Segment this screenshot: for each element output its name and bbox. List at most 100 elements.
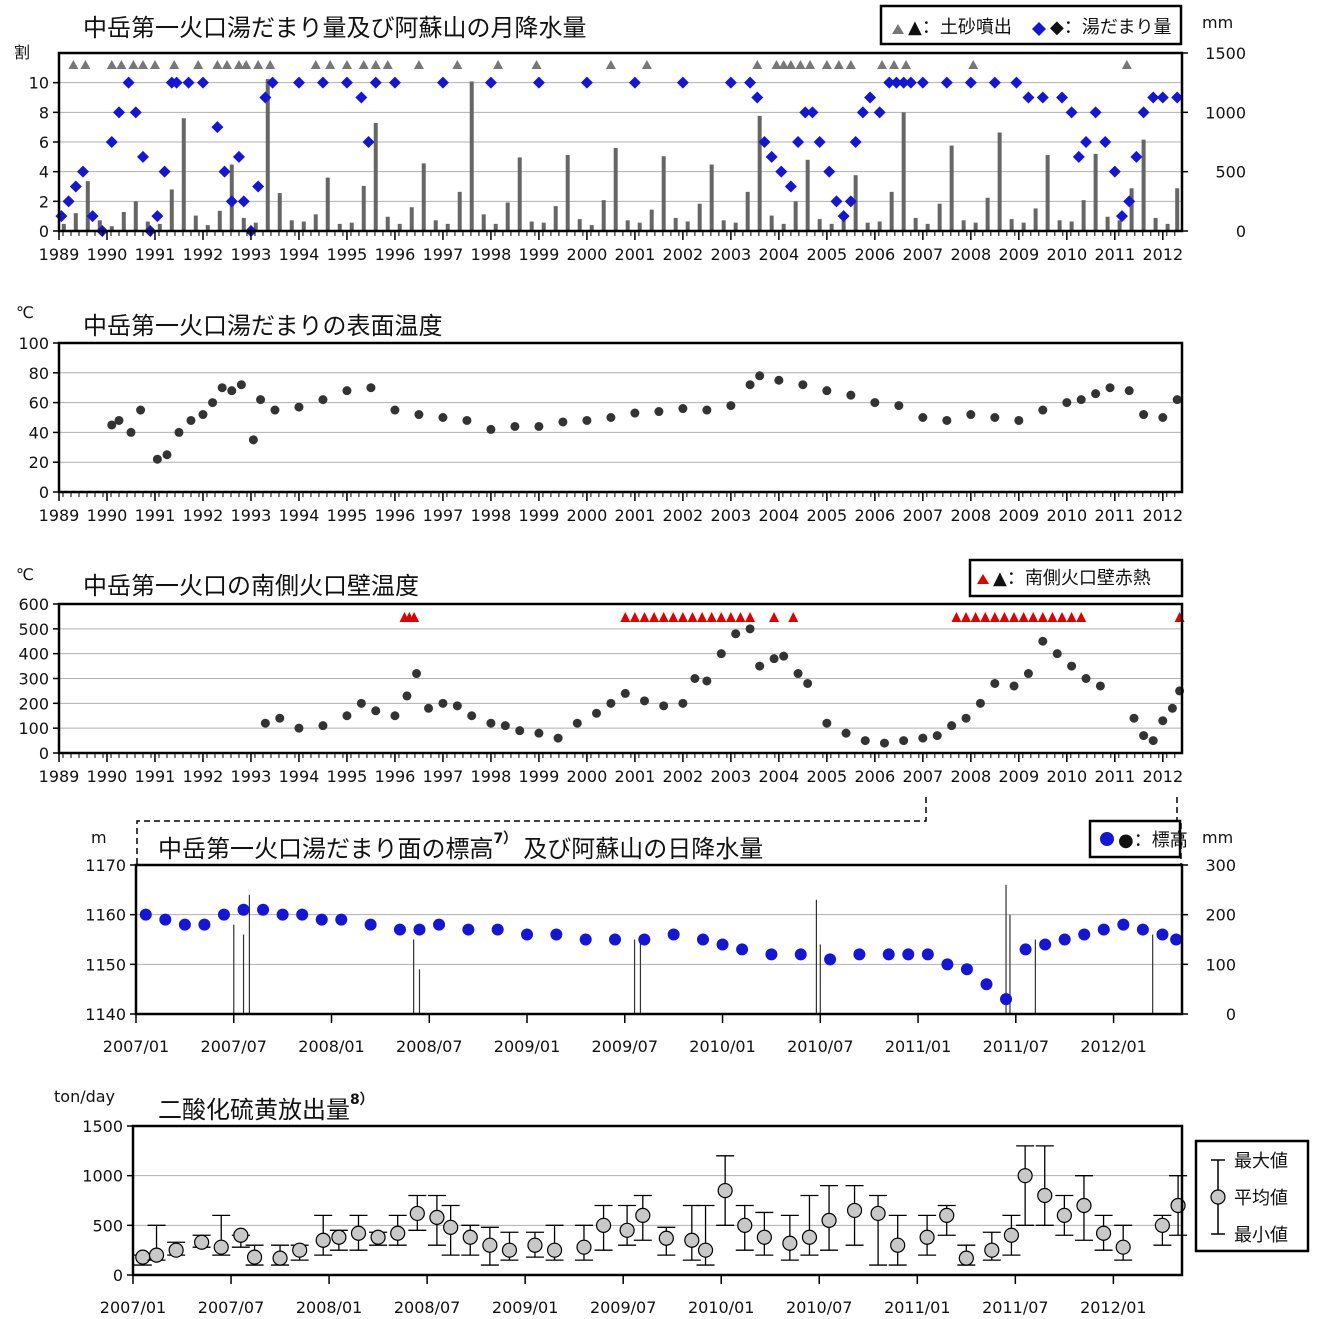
elevation-point [413,923,426,936]
red-glow-marker [716,612,727,622]
rainfall-bar [1045,155,1050,231]
x-tick-label: 2009 [998,506,1039,525]
so2-mean-point [501,1242,518,1258]
y-tick-label: 20 [29,453,49,472]
y-tick-label: 80 [29,364,49,383]
eruption-marker [233,60,244,69]
lake-volume-point [849,136,862,148]
rainfall-bar [1021,222,1026,231]
elevation-point [696,933,709,946]
eruption-marker [370,60,381,69]
p4-left-unit: m [91,828,107,847]
x-tick-label: 2007/07 [198,1298,264,1317]
rainfall-bar [469,81,474,231]
lake-volume-point [182,76,195,89]
rainfall-bar [1057,220,1062,231]
p5-footnote: 8） [350,1092,374,1108]
rainfall-bar [505,202,510,231]
eruption-marker [805,60,816,69]
eruption-marker [605,60,616,69]
lake-volume-point [864,91,877,104]
eruption-marker [821,60,832,69]
y-tick-label: 2 [39,192,49,211]
rainfall-bar [517,157,522,231]
rainfall-bar [1009,219,1014,231]
elevation-point [237,903,250,916]
elevation-point [550,928,563,941]
x-tick-label: 2011/01 [884,1298,950,1317]
x-tick-label: 1999 [519,767,560,786]
red-glow-marker [658,612,669,622]
lake-volume-point [1099,136,1112,148]
x-tick-label: 1997 [423,506,464,525]
elevation-point [491,923,504,936]
wall-temp-point [572,718,582,728]
x-tick-label: 1993 [231,245,272,264]
rainfall-bar [85,181,90,231]
so2-mean-point [213,1239,229,1255]
x-tick-label: 2007/01 [103,1037,169,1056]
lake-volume-point [259,91,272,104]
so2-mean-point [958,1250,974,1266]
elevation-point [921,948,934,961]
lake-volume-point [792,136,805,148]
so2-mean-point [272,1250,288,1266]
rainfall-bar [937,203,942,231]
wall-temp-point [793,669,803,679]
wall-temp-point [515,726,525,736]
so2-mean-point [846,1202,863,1219]
so2-mean-point [595,1217,612,1233]
x-tick-label: 2008 [950,767,991,786]
elevation-point [364,918,377,931]
surface-temp-point [227,386,237,396]
lake-volume-point [940,76,953,89]
rainfall-bar [673,217,678,231]
red-glow-marker [1028,612,1039,622]
surface-temp-point [366,383,376,393]
so2-mean-point [1017,1168,1033,1184]
wall-temp-point [755,661,765,671]
lake-volume-point [676,76,689,89]
x-tick-label: 2012/01 [1080,1037,1146,1056]
rainfall-bar [337,223,342,231]
surface-temp-point [918,413,928,422]
lake-volume-point [765,150,778,163]
surface-temp-point [462,415,472,425]
y-tick-label: 1150 [85,955,126,974]
eruption-marker [1121,60,1132,69]
so2-mean-point [331,1229,347,1245]
x-tick-label: 2012 [1142,506,1183,525]
p2-plot-frame [57,341,1184,494]
red-glow-marker [725,612,736,622]
so2-mean-point [233,1227,249,1243]
red-glow-marker [677,612,688,622]
x-tick-label: 2003 [711,506,752,525]
rainfall-bar [157,223,162,231]
eruption-marker [169,60,180,69]
wall-temp-point [1067,661,1077,671]
y-tick-label: 0 [39,222,49,241]
red-glow-legend-icon [977,574,989,584]
elevation-point [1170,933,1183,946]
rainfall-bar [553,206,558,231]
wall-temp-point [961,713,971,723]
y-tick-label: 0 [39,483,49,502]
surface-temp-point [745,380,755,390]
p1-legend-lake: ◆：湯だまり量 [1050,17,1171,38]
elevation-point [1136,923,1149,936]
x-tick-label: 2010/07 [787,1037,853,1056]
surface-temp-point [774,375,784,385]
wall-temp-point [592,708,602,718]
x-tick-label: 1998 [471,245,512,264]
wall-temp-point [731,629,741,639]
rainfall-bar [745,191,750,231]
x-tick-label: 2009/07 [590,1298,656,1317]
red-glow-marker [735,612,746,622]
rainfall-bar [493,223,498,231]
red-glow-marker [1076,612,1087,622]
wall-temp-point [467,711,477,721]
wall-temp-point [1148,736,1158,746]
x-tick-label: 2004 [759,506,800,525]
p1-legend-box [879,4,1183,46]
x-tick-label: 1990 [87,245,128,264]
